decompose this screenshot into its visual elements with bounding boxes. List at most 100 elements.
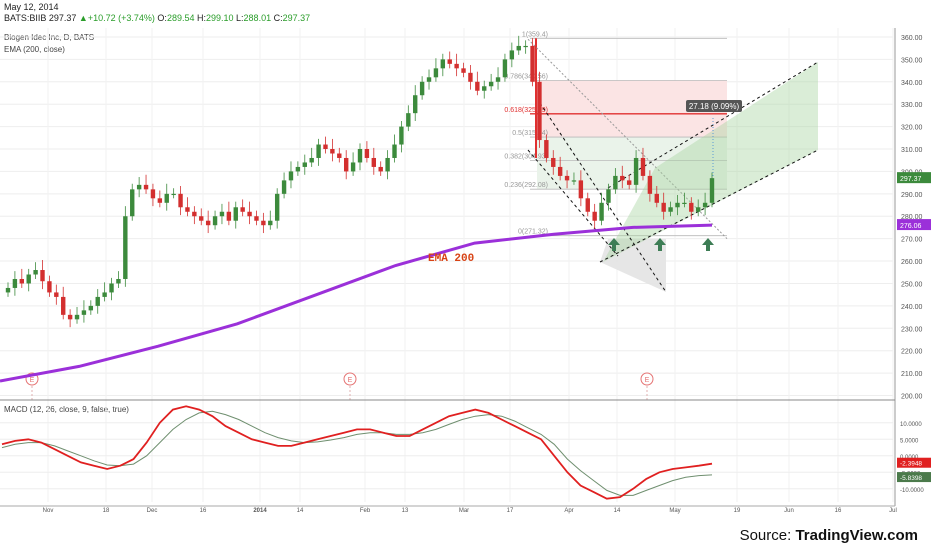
earnings-marker[interactable] xyxy=(343,372,357,386)
candle-body[interactable] xyxy=(571,180,577,182)
candle-body[interactable] xyxy=(661,202,666,212)
candle-body[interactable] xyxy=(47,281,52,293)
candle-body[interactable] xyxy=(12,278,18,288)
candle-body[interactable] xyxy=(199,216,204,221)
macd-line[interactable] xyxy=(1,405,713,500)
candle-body[interactable] xyxy=(413,95,418,114)
candle-body[interactable] xyxy=(551,157,556,167)
candle-body[interactable] xyxy=(537,81,542,141)
candle-body[interactable] xyxy=(482,86,487,91)
candle-body[interactable] xyxy=(178,193,183,208)
candle-body[interactable] xyxy=(654,193,659,203)
candle-body[interactable] xyxy=(337,153,342,158)
candle-body[interactable] xyxy=(254,216,259,221)
candle-body[interactable] xyxy=(350,162,356,172)
candle-body[interactable] xyxy=(343,157,349,172)
candle-body[interactable] xyxy=(668,207,673,212)
candle-body[interactable] xyxy=(364,149,370,158)
candle-body[interactable] xyxy=(171,193,176,196)
candle-body[interactable] xyxy=(288,171,294,181)
candle-body[interactable] xyxy=(709,178,715,203)
candle-body[interactable] xyxy=(468,72,473,82)
candle-body[interactable] xyxy=(302,162,307,167)
candle-body[interactable] xyxy=(620,175,625,181)
candle-body[interactable] xyxy=(647,175,653,194)
candle-body[interactable] xyxy=(475,81,480,91)
candle-body[interactable] xyxy=(702,202,708,208)
candle-body[interactable] xyxy=(592,211,597,221)
candle-body[interactable] xyxy=(488,81,494,87)
candle-body[interactable] xyxy=(516,45,521,51)
candle-body[interactable] xyxy=(461,68,466,73)
candle-body[interactable] xyxy=(599,202,604,221)
candle-body[interactable] xyxy=(54,292,59,297)
candle-body[interactable] xyxy=(544,140,549,158)
candle-body[interactable] xyxy=(613,175,618,190)
candle-body[interactable] xyxy=(606,189,611,203)
candle-body[interactable] xyxy=(419,81,425,96)
candle-body[interactable] xyxy=(323,144,328,150)
candle-body[interactable] xyxy=(433,68,439,78)
candle-body[interactable] xyxy=(143,184,149,190)
candle-body[interactable] xyxy=(212,216,218,226)
candle-body[interactable] xyxy=(578,180,584,199)
ema-legend[interactable]: EMA (200, close) xyxy=(4,45,65,54)
candle-body[interactable] xyxy=(164,193,169,203)
main-series-legend[interactable]: Biogen Idec Inc, D, BATS xyxy=(4,33,95,42)
candle-body[interactable] xyxy=(502,59,508,78)
candle-body[interactable] xyxy=(274,193,280,221)
macd-legend[interactable]: MACD (12, 26, close, 9, false, true) xyxy=(4,405,129,414)
candle-body[interactable] xyxy=(88,305,94,311)
candle-body[interactable] xyxy=(240,207,245,212)
candle-body[interactable] xyxy=(399,126,404,145)
candle-body[interactable] xyxy=(247,211,252,217)
candle-body[interactable] xyxy=(330,149,335,154)
candle-body[interactable] xyxy=(281,180,287,194)
candle-body[interactable] xyxy=(385,157,390,172)
candle-body[interactable] xyxy=(81,310,87,315)
candle-body[interactable] xyxy=(495,77,501,82)
candle-body[interactable] xyxy=(61,296,66,315)
candle-body[interactable] xyxy=(109,283,114,293)
candle-body[interactable] xyxy=(447,59,452,64)
candle-body[interactable] xyxy=(564,175,570,181)
signal-line[interactable] xyxy=(1,410,713,496)
candle-body[interactable] xyxy=(392,144,397,158)
ema-200-line[interactable] xyxy=(0,223,713,383)
candle-body[interactable] xyxy=(123,216,128,279)
candle-body[interactable] xyxy=(633,157,639,185)
candle-body[interactable] xyxy=(523,45,528,48)
candle-body[interactable] xyxy=(585,198,590,212)
candle-body[interactable] xyxy=(67,314,73,320)
candle-body[interactable] xyxy=(219,211,225,217)
candle-body[interactable] xyxy=(371,157,377,167)
candle-body[interactable] xyxy=(378,166,383,172)
candle-body[interactable] xyxy=(406,113,411,127)
candle-body[interactable] xyxy=(233,207,238,221)
candle-body[interactable] xyxy=(74,314,80,320)
candle-body[interactable] xyxy=(640,157,646,176)
candle-body[interactable] xyxy=(357,149,363,163)
candle-body[interactable] xyxy=(682,202,687,204)
candle-body[interactable] xyxy=(454,63,459,69)
candle-body[interactable] xyxy=(695,207,701,212)
candle-body[interactable] xyxy=(530,45,535,82)
candle-body[interactable] xyxy=(95,296,100,306)
candle-body[interactable] xyxy=(509,50,515,60)
candle-body[interactable] xyxy=(226,211,232,221)
candle-body[interactable] xyxy=(102,292,107,297)
candle-body[interactable] xyxy=(130,189,135,217)
candle-body[interactable] xyxy=(26,274,31,284)
candle-body[interactable] xyxy=(626,180,632,185)
candle-body[interactable] xyxy=(557,166,563,176)
candle-body[interactable] xyxy=(19,278,25,284)
candle-body[interactable] xyxy=(268,220,273,226)
candle-body[interactable] xyxy=(316,144,321,158)
candle-body[interactable] xyxy=(40,270,45,282)
earnings-marker[interactable] xyxy=(640,372,654,386)
candle-body[interactable] xyxy=(309,157,314,163)
candle-body[interactable] xyxy=(150,189,156,199)
candle-body[interactable] xyxy=(116,278,121,284)
candle-body[interactable] xyxy=(689,202,694,212)
